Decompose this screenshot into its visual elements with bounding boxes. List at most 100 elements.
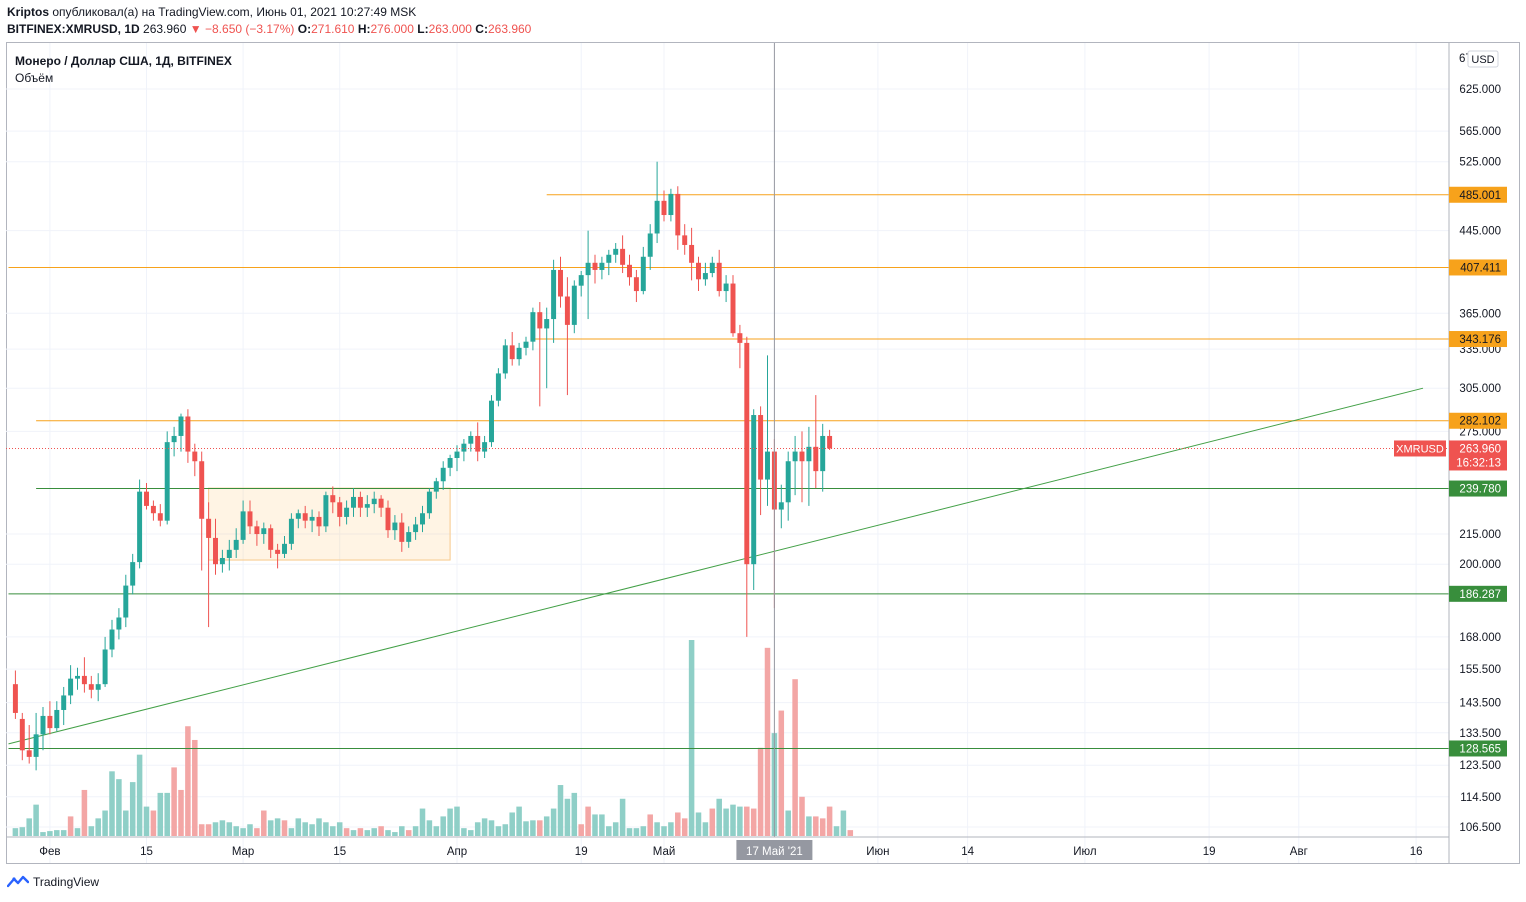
- time-tick-label: Май: [653, 846, 676, 858]
- candle-body: [447, 457, 453, 468]
- candle-body: [468, 435, 474, 444]
- volume-bar: [626, 828, 633, 836]
- candle-body: [730, 283, 736, 334]
- candle-body: [654, 200, 660, 234]
- price-tick-label: 565.000: [1459, 126, 1501, 138]
- volume-bar: [813, 816, 819, 836]
- candle-body: [371, 498, 377, 505]
- volume-bar: [557, 785, 564, 836]
- candle-body: [475, 435, 481, 452]
- price-axis[interactable]: 106.500 114.500 123.500 133.500 143.500 155.5…: [1394, 43, 1507, 864]
- level-price-tag: [1449, 480, 1507, 497]
- candle-body: [585, 262, 591, 276]
- volume-bar: [150, 810, 157, 836]
- time-tick-label: Мар: [232, 846, 255, 858]
- level-price-tag: [1449, 740, 1507, 757]
- level-price-label: 343.176: [1459, 334, 1501, 346]
- candle-body: [109, 629, 115, 650]
- candle-body: [392, 522, 398, 531]
- candle-body: [282, 543, 287, 554]
- volume-bar: [806, 816, 812, 836]
- volume-bar: [481, 818, 488, 836]
- chart-frame[interactable]: [6, 42, 1520, 864]
- candle-body: [261, 528, 267, 535]
- volume-bar: [343, 828, 350, 836]
- candle-body: [530, 312, 536, 342]
- volume-bar: [668, 822, 674, 836]
- volume-bar: [723, 808, 729, 836]
- price-tick-label: 106.500: [1459, 822, 1501, 834]
- price-change: −8.650 (−3.17%): [205, 22, 295, 36]
- volume-bar: [833, 826, 840, 836]
- volume-bar: [95, 818, 101, 836]
- time-tick-label: Фев: [39, 846, 60, 858]
- trendline: [8, 387, 1424, 745]
- volume-bar: [309, 824, 315, 836]
- symbol-quote-line: BITFINEX:XMRUSD, 1D 263.960 ▼ −8.650 (−3…: [7, 21, 531, 38]
- volume-bar: [543, 816, 550, 836]
- publish-info: Kriptos опубликовал(а) на TradingView.co…: [7, 4, 416, 21]
- candle-body: [578, 275, 584, 286]
- volume-indicator-label[interactable]: Объём: [15, 71, 54, 85]
- volume-bar: [164, 792, 170, 836]
- volume-bar: [323, 822, 329, 836]
- trendline-layer[interactable]: [8, 387, 1424, 745]
- candle-body: [827, 435, 833, 449]
- volume-bar: [205, 824, 212, 836]
- price-tick-label: 200.000: [1459, 559, 1501, 571]
- candle-body: [627, 264, 632, 278]
- volume-bar: [640, 826, 647, 836]
- candle-body: [150, 505, 156, 514]
- volume-bar: [240, 828, 246, 836]
- volume-bar: [192, 739, 198, 836]
- candle-body: [495, 373, 501, 401]
- volume-bar: [530, 820, 536, 836]
- candle-body: [702, 273, 708, 280]
- volume-bar: [516, 806, 522, 836]
- candle-body: [399, 522, 405, 542]
- volume-bar: [633, 828, 640, 836]
- volume-bar: [19, 827, 26, 836]
- candle-body: [758, 415, 764, 480]
- volume-bar: [654, 822, 660, 836]
- candle-body: [502, 345, 508, 374]
- brand-name: TradingView: [33, 875, 100, 889]
- volume-bar: [764, 647, 771, 836]
- candle-body: [185, 416, 191, 452]
- candle-body: [737, 333, 743, 343]
- candle-body: [613, 248, 619, 255]
- volume-bar: [405, 830, 412, 836]
- candle-body: [123, 585, 129, 618]
- candle-body: [806, 446, 812, 462]
- time-axis[interactable]: Фев 15 Мар 15 Апр 19 Май Июн 14 Июл 19 Авг 16 17 Май …: [6, 836, 1449, 860]
- horizontal-levels[interactable]: [8, 194, 1450, 749]
- close-value: 263.960: [487, 22, 532, 36]
- grid: [6, 43, 1449, 863]
- candle-body: [413, 524, 419, 533]
- volume-bar: [599, 814, 605, 836]
- candle-body: [420, 513, 425, 525]
- price-tick-label: 275.000: [1459, 426, 1501, 438]
- author-name[interactable]: Kriptos: [7, 5, 49, 19]
- footer-brand[interactable]: TradingView: [7, 875, 99, 889]
- volume-bar: [247, 824, 253, 836]
- volume-bar: [819, 818, 826, 836]
- candle-body: [820, 435, 826, 472]
- volume-bar: [419, 808, 426, 836]
- candle-body: [647, 233, 653, 257]
- volume-bar: [468, 830, 474, 836]
- price-tick-label: 335.000: [1459, 344, 1501, 356]
- volume-bar: [371, 828, 377, 836]
- candle-body: [247, 511, 253, 527]
- candle-body: [192, 451, 198, 462]
- candle-body: [489, 400, 494, 443]
- open-label: O:: [297, 22, 312, 36]
- volume-bar: [661, 826, 667, 836]
- level-price-tag: [1449, 186, 1507, 203]
- candle-body: [668, 193, 674, 216]
- time-tick-label: 19: [1203, 846, 1216, 858]
- volume-bar: [440, 816, 446, 836]
- candle-body: [275, 549, 281, 554]
- volume-bar: [378, 826, 384, 836]
